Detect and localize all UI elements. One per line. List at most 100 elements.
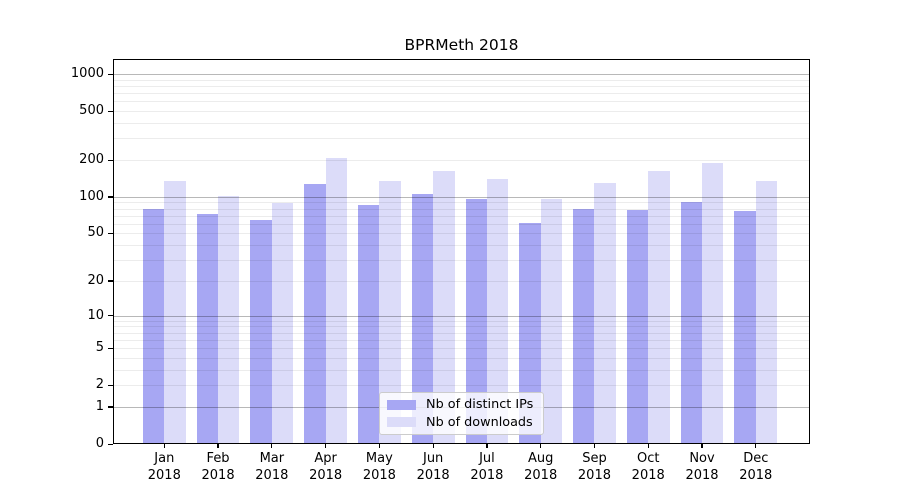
bar-nb-of-downloads-oct <box>648 170 670 444</box>
legend-label-distinct-ips: Nb of distinct IPs <box>426 397 534 413</box>
gridline-minor-80 <box>113 208 810 210</box>
bar-nb-of-distinct-ips-sep <box>573 209 595 444</box>
x-label-year: 2018 <box>577 468 611 483</box>
gridline-minor-700 <box>113 93 810 95</box>
legend-label-downloads: Nb of downloads <box>426 414 533 430</box>
gridline-minor-300 <box>113 138 810 140</box>
gridline-minor-30 <box>113 260 810 262</box>
x-tick-mark-jul <box>486 444 488 448</box>
bar-nb-of-downloads-jul <box>486 179 509 444</box>
x-label-month: Mar <box>259 451 285 466</box>
legend-entry-distinct-ips: Nb of distinct IPs <box>380 397 543 412</box>
x-label-month: Aug <box>527 451 554 466</box>
x-label-year: 2018 <box>147 468 181 483</box>
bar-nb-of-distinct-ips-aug <box>519 223 541 444</box>
y-tick-label-1: 1 <box>95 398 104 414</box>
gridline-minor-9 <box>113 320 810 322</box>
y-tick-mark-1000 <box>108 73 113 75</box>
gridline-minor-200 <box>113 160 810 162</box>
x-tick-label-may: May 2018 <box>347 450 411 484</box>
gridline-minor-400 <box>113 123 810 125</box>
bar-nb-of-downloads-apr <box>325 157 347 444</box>
x-tick-label-jan: Jan 2018 <box>132 450 196 484</box>
x-tick-mark-aug <box>540 444 542 448</box>
x-label-year: 2018 <box>685 468 719 483</box>
x-label-month: Jun <box>422 451 444 466</box>
x-tick-mark-feb <box>217 444 219 448</box>
x-tick-label-jun: Jun 2018 <box>401 450 465 484</box>
x-label-year: 2018 <box>255 468 289 483</box>
y-tick-mark-100 <box>108 196 113 198</box>
gridline-minor-4 <box>113 357 810 359</box>
gridline-minor-3 <box>113 369 810 371</box>
gridline-minor-800 <box>113 85 810 87</box>
y-tick-mark-0 <box>108 443 113 445</box>
bar-nb-of-distinct-ips-nov <box>680 202 702 444</box>
x-tick-mark-jun <box>432 444 434 448</box>
x-label-month: Dec <box>743 451 769 466</box>
x-tick-label-jul: Jul 2018 <box>455 450 519 484</box>
y-tick-label-2: 2 <box>95 377 104 393</box>
y-tick-mark-500 <box>108 110 113 112</box>
gridline-major-1000 <box>113 74 810 76</box>
y-tick-label-20: 20 <box>87 272 104 288</box>
x-tick-label-aug: Aug 2018 <box>509 450 573 484</box>
x-label-month: Jul <box>479 451 495 466</box>
x-label-month: May <box>365 451 393 466</box>
x-tick-mark-dec <box>755 444 757 448</box>
x-tick-label-feb: Feb 2018 <box>186 450 250 484</box>
y-tick-label-200: 200 <box>79 152 104 168</box>
x-label-month: Feb <box>206 451 230 466</box>
gridline-minor-50 <box>113 233 810 235</box>
x-label-year: 2018 <box>309 468 343 483</box>
y-tick-label-500: 500 <box>79 103 104 119</box>
y-tick-mark-1 <box>108 406 113 408</box>
x-tick-label-nov: Nov 2018 <box>670 450 734 484</box>
x-tick-mark-nov <box>701 444 703 448</box>
y-tick-mark-2 <box>108 384 113 386</box>
legend-swatch-downloads <box>387 417 416 428</box>
gridline-minor-900 <box>113 79 810 81</box>
bar-nb-of-distinct-ips-jan <box>142 208 165 444</box>
gridline-minor-600 <box>113 101 810 103</box>
bar-nb-of-distinct-ips-oct <box>626 210 649 444</box>
y-tick-label-5: 5 <box>95 340 104 356</box>
legend-entry-downloads: Nb of downloads <box>380 415 543 430</box>
bar-nb-of-distinct-ips-apr <box>304 183 326 444</box>
gridline-minor-90 <box>113 202 810 204</box>
x-label-month: Jan <box>154 451 175 466</box>
x-tick-mark-oct <box>647 444 649 448</box>
x-label-year: 2018 <box>362 468 396 483</box>
x-label-year: 2018 <box>739 468 773 483</box>
x-tick-label-mar: Mar 2018 <box>240 450 304 484</box>
x-tick-label-apr: Apr 2018 <box>294 450 358 484</box>
gridline-minor-8 <box>113 326 810 328</box>
x-label-year: 2018 <box>470 468 504 483</box>
y-tick-mark-50 <box>108 232 113 235</box>
bar-nb-of-distinct-ips-mar <box>250 219 272 444</box>
gridline-minor-5 <box>113 348 810 350</box>
legend-swatch-distinct-ips <box>387 399 416 410</box>
y-tick-mark-20 <box>108 280 113 282</box>
x-tick-mark-apr <box>325 444 327 448</box>
x-tick-mark-sep <box>593 444 596 448</box>
bar-nb-of-downloads-may <box>379 180 401 444</box>
x-label-year: 2018 <box>524 468 558 483</box>
gridline-major-10 <box>113 315 810 317</box>
x-label-year: 2018 <box>631 468 665 483</box>
x-label-month: Nov <box>689 451 715 466</box>
bars-layer <box>113 59 810 444</box>
gridline-minor-7 <box>113 332 810 334</box>
x-label-month: Sep <box>582 451 607 466</box>
bar-nb-of-distinct-ips-feb <box>196 213 219 444</box>
gridline-minor-2 <box>113 385 810 387</box>
y-tick-label-10: 10 <box>87 307 104 323</box>
chart-title: BPRMeth 2018 <box>404 36 519 54</box>
bar-nb-of-distinct-ips-dec <box>734 210 756 444</box>
x-tick-label-oct: Oct 2018 <box>616 450 680 484</box>
x-label-year: 2018 <box>416 468 450 483</box>
y-tick-mark-200 <box>108 159 113 161</box>
x-tick-label-sep: Sep 2018 <box>562 450 626 484</box>
x-tick-mark-mar <box>271 444 273 448</box>
